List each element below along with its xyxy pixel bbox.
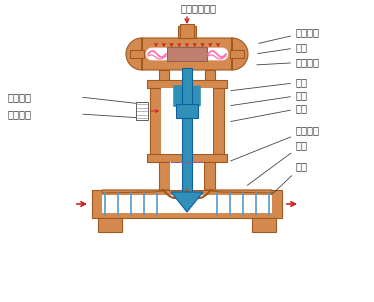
Bar (176, 104, 198, 118)
Text: 压力信号入口: 压力信号入口 (181, 3, 217, 13)
Text: 弹簧: 弹簧 (231, 77, 308, 91)
Polygon shape (204, 190, 272, 193)
Bar (98, 218, 122, 232)
Polygon shape (126, 38, 248, 70)
Text: 推杆: 推杆 (231, 90, 308, 106)
Text: 行程刻度: 行程刻度 (8, 109, 32, 119)
Bar (252, 218, 276, 232)
Bar (182, 68, 192, 200)
Bar (150, 88, 161, 154)
Bar (92, 190, 282, 218)
Bar (180, 24, 194, 38)
Bar (205, 70, 215, 88)
Bar (136, 102, 148, 120)
Text: 行程指针: 行程指针 (8, 92, 32, 102)
Polygon shape (171, 192, 203, 212)
Bar (102, 195, 272, 213)
Polygon shape (146, 48, 228, 60)
Text: 阀杆: 阀杆 (231, 103, 308, 121)
Bar (147, 154, 227, 162)
Text: 阀座: 阀座 (252, 161, 308, 213)
Bar (213, 88, 224, 154)
Text: 膜片: 膜片 (258, 42, 308, 53)
Bar (161, 88, 213, 154)
Bar (147, 80, 227, 88)
Text: 膜室上腔: 膜室上腔 (259, 27, 320, 43)
Bar (130, 50, 144, 58)
Bar (170, 162, 204, 190)
Bar (167, 47, 207, 61)
Bar (230, 50, 244, 58)
Text: 密封填料: 密封填料 (231, 125, 320, 161)
Bar (178, 26, 196, 38)
Polygon shape (102, 190, 170, 193)
Text: 膜室下腔: 膜室下腔 (257, 57, 320, 67)
Bar (204, 162, 215, 190)
Bar (159, 70, 169, 88)
Bar (159, 162, 170, 190)
Text: 阀芟: 阀芟 (247, 140, 308, 185)
